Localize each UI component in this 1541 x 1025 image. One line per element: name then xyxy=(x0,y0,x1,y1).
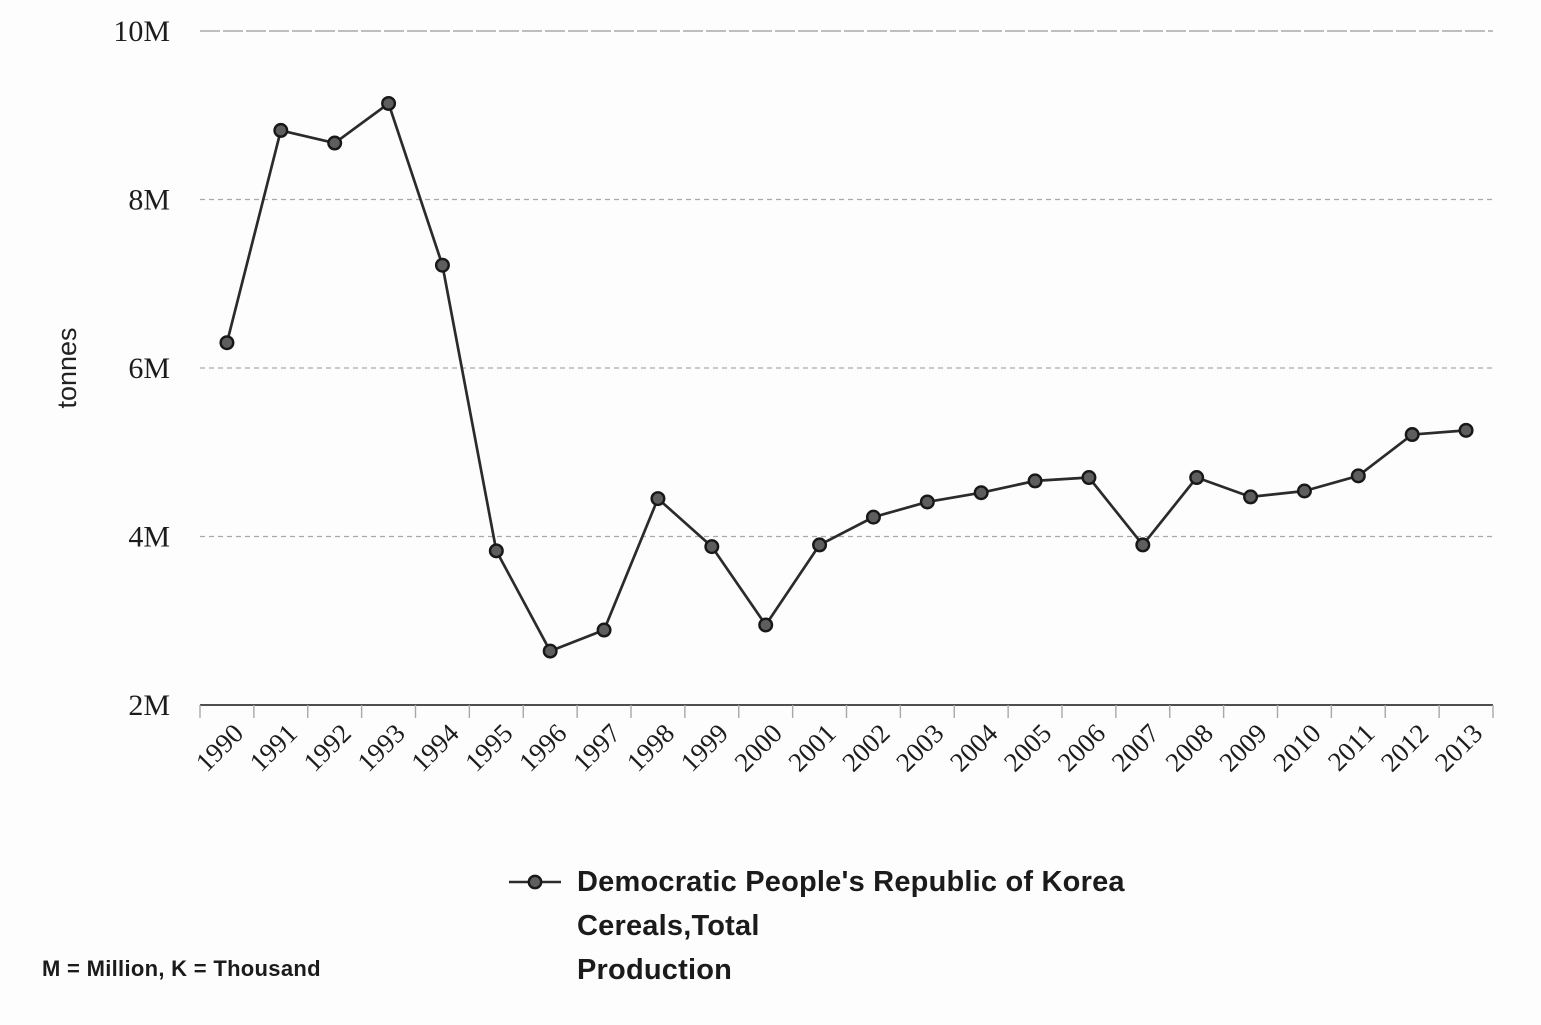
x-tick-label-2010: 2010 xyxy=(1267,718,1326,777)
legend-label-line-1: Democratic People's Republic of Korea xyxy=(577,866,1125,898)
x-tick-label-1996: 1996 xyxy=(513,718,572,777)
x-tick-label-2000: 2000 xyxy=(729,718,788,777)
y-tick-label-8M: 8M xyxy=(128,184,170,217)
x-tick-label-1999: 1999 xyxy=(675,718,734,777)
x-tick-label-2006: 2006 xyxy=(1052,718,1111,777)
chart-legend: Democratic People's Republic of Korea Ce… xyxy=(506,860,1125,992)
data-point-1992 xyxy=(327,135,343,151)
data-point-2007 xyxy=(1135,537,1151,553)
x-tick-label-2013: 2013 xyxy=(1429,718,1488,777)
y-tick-label-10M: 10M xyxy=(113,15,170,48)
units-footnote: M = Million, K = Thousand xyxy=(42,956,321,981)
legend-series-label: Democratic People's Republic of Korea Ce… xyxy=(577,860,1125,992)
data-point-1999 xyxy=(704,539,720,555)
y-tick-label-2M: 2M xyxy=(128,689,170,722)
x-tick-label-1995: 1995 xyxy=(459,718,518,777)
x-tick-label-2011: 2011 xyxy=(1322,718,1381,777)
data-point-1995 xyxy=(488,543,504,559)
data-point-1991 xyxy=(273,122,289,138)
x-tick-label-1991: 1991 xyxy=(244,718,303,777)
data-point-2009 xyxy=(1243,489,1259,505)
data-point-1998 xyxy=(650,491,666,507)
data-point-1997 xyxy=(596,622,612,638)
data-point-2006 xyxy=(1081,470,1097,486)
x-tick-label-2008: 2008 xyxy=(1160,718,1219,777)
x-tick-label-1990: 1990 xyxy=(190,718,249,777)
data-point-2010 xyxy=(1296,483,1312,499)
data-point-2008 xyxy=(1189,470,1205,486)
cereals-production-line-chart: 2M4M6M8M10M19901991199219931994199519961… xyxy=(52,15,1494,778)
data-point-2001 xyxy=(812,537,828,553)
x-tick-label-2003: 2003 xyxy=(890,718,949,777)
data-point-2011 xyxy=(1350,468,1366,484)
x-tick-label-1997: 1997 xyxy=(567,718,626,777)
data-point-1993 xyxy=(381,95,397,111)
series-line xyxy=(225,102,1468,653)
data-point-1996 xyxy=(542,643,558,659)
x-tick-label-1993: 1993 xyxy=(351,718,410,777)
data-point-2013 xyxy=(1458,422,1474,438)
x-tick-label-2012: 2012 xyxy=(1375,718,1434,777)
y-axis-title: tonnes xyxy=(52,327,82,408)
data-point-1990 xyxy=(219,335,235,351)
data-point-2005 xyxy=(1027,473,1043,489)
legend-label-line-3: Production xyxy=(577,954,733,986)
x-tick-label-2004: 2004 xyxy=(944,718,1004,778)
data-point-2012 xyxy=(1404,427,1420,443)
y-tick-label-6M: 6M xyxy=(128,352,170,385)
data-point-1994 xyxy=(434,257,450,273)
x-tick-label-2009: 2009 xyxy=(1213,718,1272,777)
legend-marker-circle xyxy=(527,874,543,890)
data-point-2003 xyxy=(919,494,935,510)
x-tick-label-2001: 2001 xyxy=(782,718,841,777)
x-tick-label-1994: 1994 xyxy=(405,718,465,778)
x-tick-label-2002: 2002 xyxy=(836,718,895,777)
x-tick-label-1992: 1992 xyxy=(298,718,357,777)
x-tick-label-2005: 2005 xyxy=(998,718,1057,777)
data-point-2004 xyxy=(973,485,989,501)
x-tick-label-1998: 1998 xyxy=(621,718,680,777)
data-point-2000 xyxy=(758,617,774,633)
legend-line-marker-icon xyxy=(509,874,561,890)
data-point-2002 xyxy=(865,509,881,525)
legend-label-line-2: Cereals,Total xyxy=(577,910,760,942)
y-tick-label-4M: 4M xyxy=(128,521,170,554)
x-tick-label-2007: 2007 xyxy=(1106,718,1165,777)
